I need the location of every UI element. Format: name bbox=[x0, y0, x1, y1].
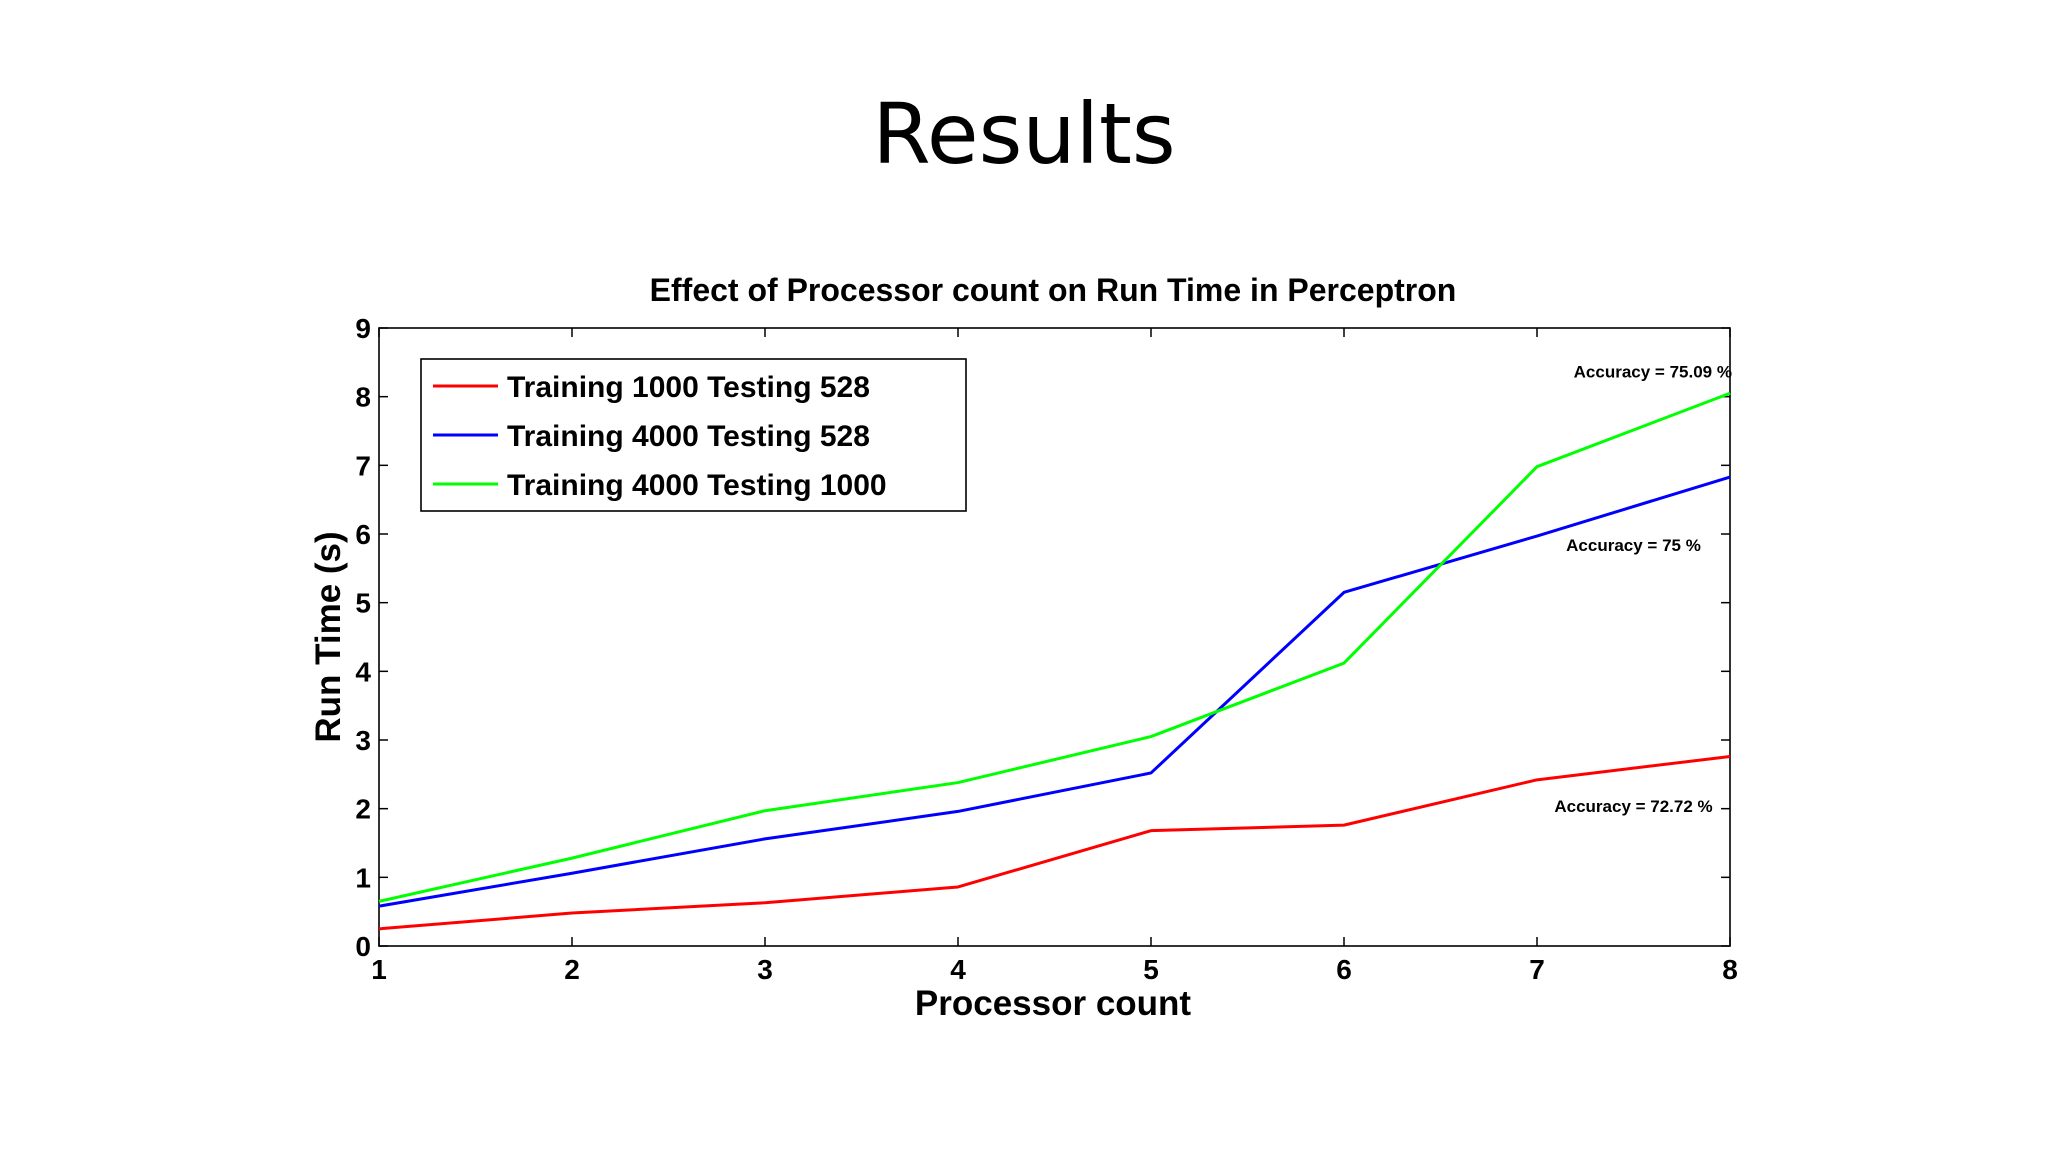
y-tick-label: 1 bbox=[355, 862, 371, 893]
y-axis-label: Run Time (s) bbox=[309, 531, 348, 742]
x-tick-label: 7 bbox=[1529, 954, 1545, 985]
slide-title: Results bbox=[872, 85, 1176, 183]
x-tick-label: 6 bbox=[1336, 954, 1352, 985]
x-tick-label: 4 bbox=[950, 954, 966, 985]
y-tick-label: 2 bbox=[355, 794, 371, 825]
legend-label: Training 4000 Testing 528 bbox=[507, 420, 870, 453]
y-tick-label: 8 bbox=[355, 382, 371, 413]
y-tick-label: 5 bbox=[355, 588, 371, 619]
x-axis-label: Processor count bbox=[915, 984, 1192, 1023]
chart-title: Effect of Processor count on Run Time in… bbox=[650, 272, 1457, 308]
y-tick-label: 9 bbox=[355, 313, 371, 344]
y-tick-label: 3 bbox=[355, 725, 371, 756]
x-tick-label: 3 bbox=[757, 954, 773, 985]
y-tick-label: 0 bbox=[355, 931, 371, 962]
series-line bbox=[378, 475, 1731, 908]
x-tick-label: 8 bbox=[1722, 954, 1738, 985]
legend-box bbox=[420, 358, 967, 512]
legend-label: Training 1000 Testing 528 bbox=[507, 371, 870, 404]
legend: Training 1000 Testing 528 Training 4000 T… bbox=[420, 358, 967, 512]
accuracy-annotation: Accuracy = 75 % bbox=[1566, 536, 1701, 555]
x-tick-label: 1 bbox=[371, 954, 387, 985]
y-tick-label: 4 bbox=[355, 656, 371, 687]
series-line bbox=[378, 754, 1731, 931]
y-tick-label: 6 bbox=[355, 519, 371, 550]
x-tick-label: 2 bbox=[564, 954, 580, 985]
legend-label: Training 4000 Testing 1000 bbox=[507, 469, 887, 502]
series-line bbox=[378, 391, 1731, 903]
accuracy-annotation: Accuracy = 75.09 % bbox=[1574, 362, 1732, 381]
y-tick-label: 7 bbox=[355, 450, 371, 481]
x-tick-label: 5 bbox=[1143, 954, 1159, 985]
accuracy-annotation: Accuracy = 72.72 % bbox=[1554, 797, 1712, 816]
